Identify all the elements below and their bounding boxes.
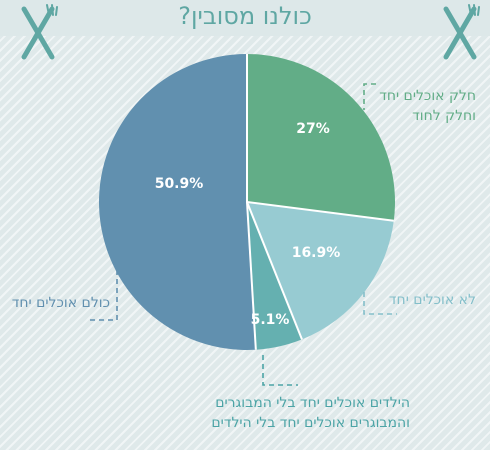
fork-knife-icon: [21, 4, 58, 60]
label-slice-1-line-1: לא אוכלים יחד: [388, 292, 476, 308]
label-slice-0: חלק אוכלים יחד וחלק לחוד: [336, 86, 476, 126]
fork-knife-icon: [443, 4, 480, 60]
label-slice-2-line-2: והמבוגרים אוכלים יחד בלי הילדים: [211, 415, 410, 431]
label-slice-2: הילדים אוכלים יחד בלי המבוגרים והמבוגרים…: [150, 393, 410, 433]
leader-line-3: [88, 270, 118, 321]
pie-slice-0: [247, 54, 395, 221]
slice-percent-label-0: 27%: [296, 121, 330, 137]
label-slice-1: לא אוכלים יחד: [336, 290, 476, 310]
pie-slice-1: [247, 202, 394, 340]
label-slice-3: כולם אוכלים יחד: [6, 293, 110, 313]
header-bar: [0, 0, 490, 36]
slice-divider-3: [246, 201, 257, 350]
slice-divider-2: [246, 201, 303, 340]
leader-line-1: [363, 292, 397, 315]
chart-title: כולנו מסובין?: [178, 2, 312, 30]
label-slice-3-line-1: כולם אוכלים יחד: [11, 295, 110, 311]
slice-percent-label-3: 50.9%: [155, 176, 204, 192]
leader-line-2: [262, 355, 298, 386]
slice-divider-1: [246, 201, 394, 222]
leader-line-0: [363, 83, 376, 110]
label-slice-0-line-1: חלק אוכלים יחד: [379, 88, 476, 104]
label-slice-0-line-2: וחלק לחוד: [412, 108, 476, 124]
label-slice-2-line-1: הילדים אוכלים יחד בלי המבוגרים: [215, 395, 410, 411]
pie-slice-3: [99, 54, 256, 350]
slice-percent-label-2: 5.1%: [251, 312, 290, 328]
slice-percent-label-1: 16.9%: [292, 245, 341, 261]
